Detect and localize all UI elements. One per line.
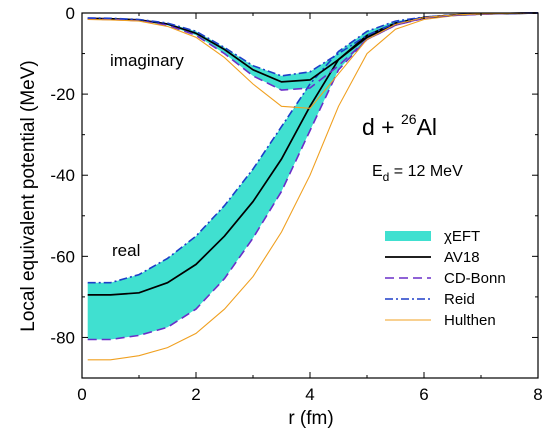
y-tick-label: -20 <box>50 85 75 104</box>
legend: χEFT AV18 CD-Bonn Reid Hulthen <box>385 228 506 329</box>
series-hulthen-imaginary <box>87 12 539 109</box>
annotation-imaginary: imaginary <box>110 51 184 70</box>
legend-label: AV18 <box>444 249 480 266</box>
x-tick-label: 0 <box>77 385 86 404</box>
y-tick-label: -80 <box>50 328 75 347</box>
x-tick-label: 4 <box>305 385 314 404</box>
x-axis-title: r (fm) <box>288 408 333 429</box>
annotation-real: real <box>112 241 140 260</box>
energy-sub: d <box>383 170 390 184</box>
reaction-target: Al <box>417 114 437 140</box>
y-tick-label: 0 <box>66 4 75 23</box>
y-axis-title: Local equivalent potential (MeV) <box>18 60 39 331</box>
plot-layer <box>87 12 539 361</box>
legend-swatch-chieft <box>385 231 431 241</box>
x-tick-label: 8 <box>533 385 542 404</box>
legend-label: χEFT <box>444 228 480 245</box>
reaction-label: d + 26Al <box>362 111 437 140</box>
legend-label: Hulthen <box>444 312 496 329</box>
band-imaginary <box>87 13 538 91</box>
energy-value: = 12 MeV <box>389 163 463 180</box>
energy-main: E <box>372 163 383 180</box>
reaction-base: d + <box>362 114 401 140</box>
legend-label: Reid <box>444 291 475 308</box>
series-cd-bonn-imaginary <box>87 12 539 91</box>
energy-label: Ed = 12 MeV <box>372 163 463 184</box>
reaction-mass: 26 <box>401 111 417 127</box>
x-tick-label: 2 <box>191 385 200 404</box>
band-real <box>87 13 538 340</box>
y-tick-label: -60 <box>50 247 75 266</box>
x-tick-label: 6 <box>419 385 428 404</box>
legend-label: CD-Bonn <box>444 270 506 287</box>
y-tick-label: -40 <box>50 166 75 185</box>
ticks-layer: 0 2 4 6 8 0 -20 -40 -60 -80 <box>50 4 542 404</box>
